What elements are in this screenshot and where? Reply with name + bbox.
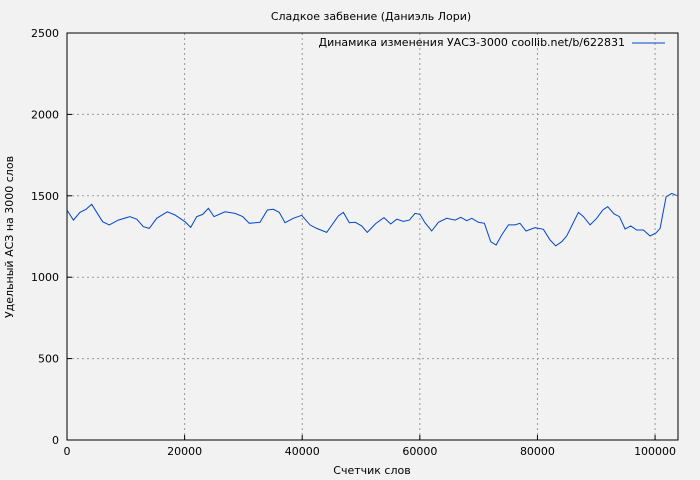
- x-tick-label: 20000: [167, 445, 202, 458]
- y-tick-label: 0: [52, 434, 59, 447]
- series-line: [66, 192, 678, 247]
- x-tick-label: 80000: [520, 445, 555, 458]
- legend-label: Динамика изменения УАСЗ-3000 coollib.net…: [319, 36, 626, 49]
- x-tick-label: 0: [64, 445, 71, 458]
- x-tick-label: 100000: [634, 445, 676, 458]
- y-tick-label: 1000: [31, 271, 59, 284]
- plot-frame: [66, 32, 679, 441]
- x-tick-label: 40000: [285, 445, 320, 458]
- legend: Динамика изменения УАСЗ-3000 coollib.net…: [319, 36, 665, 49]
- y-tick-label: 500: [38, 353, 59, 366]
- y-tick-label: 2500: [31, 27, 59, 40]
- chart-title: Сладкое забвение (Даниэль Лори): [271, 10, 471, 23]
- x-tick-label: 60000: [402, 445, 437, 458]
- y-tick-label: 1500: [31, 190, 59, 203]
- y-axis-label: Удельный АСЗ на 3000 слов: [3, 156, 16, 318]
- x-axis-label: Счетчик слов: [333, 464, 410, 477]
- y-tick-label: 2000: [31, 108, 59, 121]
